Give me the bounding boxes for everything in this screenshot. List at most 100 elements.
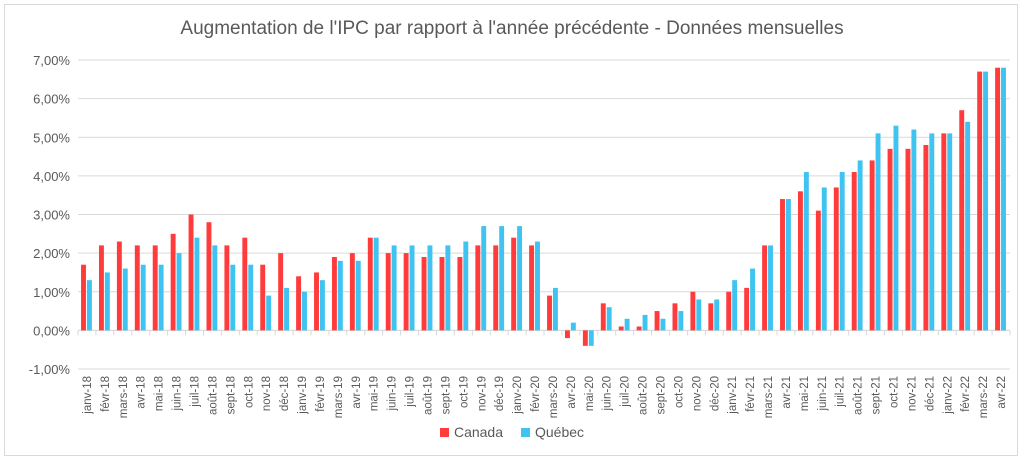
bar-canada <box>529 245 535 331</box>
legend-swatch-canada <box>439 427 449 437</box>
bar-quebec <box>499 226 505 331</box>
x-tick-label: juil-20 <box>620 376 632 408</box>
x-tick-label: oct-19 <box>458 376 470 408</box>
bar-quebec <box>732 280 738 331</box>
bar-quebec <box>821 187 827 331</box>
bar-quebec <box>176 253 182 331</box>
x-tick-label: juin-18 <box>172 376 184 412</box>
bar-quebec <box>122 268 128 331</box>
x-tick-label: juil-19 <box>405 376 417 408</box>
bar-quebec <box>86 280 92 331</box>
x-tick-label: janv-19 <box>297 376 309 415</box>
bar-canada <box>690 291 696 331</box>
chart-title: Augmentation de l'IPC par rapport à l'an… <box>180 18 844 39</box>
bar-canada <box>242 237 248 331</box>
x-tick-label: nov-18 <box>261 376 273 411</box>
bar-quebec <box>517 226 523 331</box>
bar-quebec <box>248 264 254 331</box>
bar-quebec <box>893 125 899 331</box>
x-tick-label: mars-21 <box>763 376 775 418</box>
x-tick-label: mai-18 <box>154 376 166 411</box>
bar-canada <box>367 237 373 331</box>
x-tick-label: avr-21 <box>781 376 793 409</box>
bar-canada <box>869 160 875 331</box>
bar-canada <box>726 291 732 331</box>
bar-canada <box>457 256 463 331</box>
y-tick-label: 1,00% <box>33 285 70 300</box>
x-tick-label: déc-20 <box>709 376 721 411</box>
legend-item-canada: Canada <box>439 424 503 440</box>
chart-frame <box>4 4 1018 456</box>
x-tick-label: nov-19 <box>476 376 488 411</box>
x-tick-label: sept-18 <box>225 376 237 414</box>
x-tick-label: janv-18 <box>82 376 94 415</box>
legend-label-canada: Canada <box>453 424 503 440</box>
bar-quebec <box>319 280 325 331</box>
x-tick-label: févr-22 <box>960 376 972 412</box>
x-tick-label: oct-21 <box>889 376 901 408</box>
y-tick-label: 7,00% <box>33 53 70 68</box>
bar-quebec <box>140 264 146 331</box>
bar-quebec <box>1001 67 1006 331</box>
bar-canada <box>923 144 929 331</box>
bar-canada <box>851 172 857 331</box>
bar-quebec <box>409 245 415 331</box>
bar-quebec <box>337 260 343 331</box>
bar-quebec <box>768 245 773 331</box>
bar-quebec <box>266 295 272 331</box>
bar-canada <box>744 287 750 331</box>
x-tick-label: mars-20 <box>548 376 560 418</box>
bar-canada <box>780 199 785 331</box>
bar-canada <box>278 253 284 331</box>
bar-quebec <box>947 133 953 331</box>
bar-canada <box>582 330 588 346</box>
bar-canada <box>959 110 965 331</box>
bar-quebec <box>696 299 702 331</box>
bar-quebec <box>839 172 845 331</box>
x-tick-label: sept-20 <box>656 376 668 414</box>
x-tick-label: mai-21 <box>799 376 811 411</box>
x-tick-label: mars-18 <box>118 376 130 418</box>
x-tick-label: nov-20 <box>691 376 703 411</box>
bar-canada <box>116 241 122 331</box>
x-tick-label: oct-18 <box>243 376 255 408</box>
bar-quebec <box>355 260 361 331</box>
bar-canada <box>564 330 570 339</box>
bar-quebec <box>535 241 540 331</box>
y-tick-label: -1,00% <box>29 362 71 377</box>
bar-quebec <box>373 237 379 331</box>
bar-quebec <box>785 199 791 331</box>
bar-quebec <box>965 121 971 331</box>
legend-swatch-quebec <box>521 427 530 437</box>
x-tick-label: juin-19 <box>387 376 399 412</box>
bar-canada <box>296 276 302 331</box>
bar-canada <box>600 303 606 331</box>
bar-canada <box>98 245 104 331</box>
bar-canada <box>511 237 517 331</box>
x-tick-label: juil-18 <box>190 376 202 408</box>
bar-quebec <box>212 245 218 331</box>
bar-quebec <box>714 299 720 331</box>
x-tick-label: avr-22 <box>996 376 1008 409</box>
bar-canada <box>618 326 624 331</box>
x-tick-label: févr-19 <box>315 376 327 412</box>
bar-canada <box>331 256 337 331</box>
x-tick-label: mai-20 <box>584 376 596 411</box>
x-tick-label: janv-22 <box>942 376 954 415</box>
bar-canada <box>977 71 983 331</box>
bar-quebec <box>284 287 290 331</box>
bar-canada <box>547 295 552 331</box>
bar-canada <box>152 245 158 331</box>
bar-quebec <box>194 237 200 331</box>
bar-quebec <box>857 160 863 331</box>
y-tick-label: 0,00% <box>33 323 70 338</box>
bar-canada <box>421 256 427 331</box>
bar-canada <box>260 264 266 331</box>
legend: Canada Québec <box>0 424 1024 440</box>
x-tick-label: déc-19 <box>494 376 506 411</box>
x-tick-label: avr-18 <box>136 376 148 409</box>
bar-quebec <box>983 71 989 331</box>
bar-quebec <box>929 133 935 331</box>
x-tick-label: nov-21 <box>906 376 918 411</box>
bar-canada <box>833 187 839 331</box>
